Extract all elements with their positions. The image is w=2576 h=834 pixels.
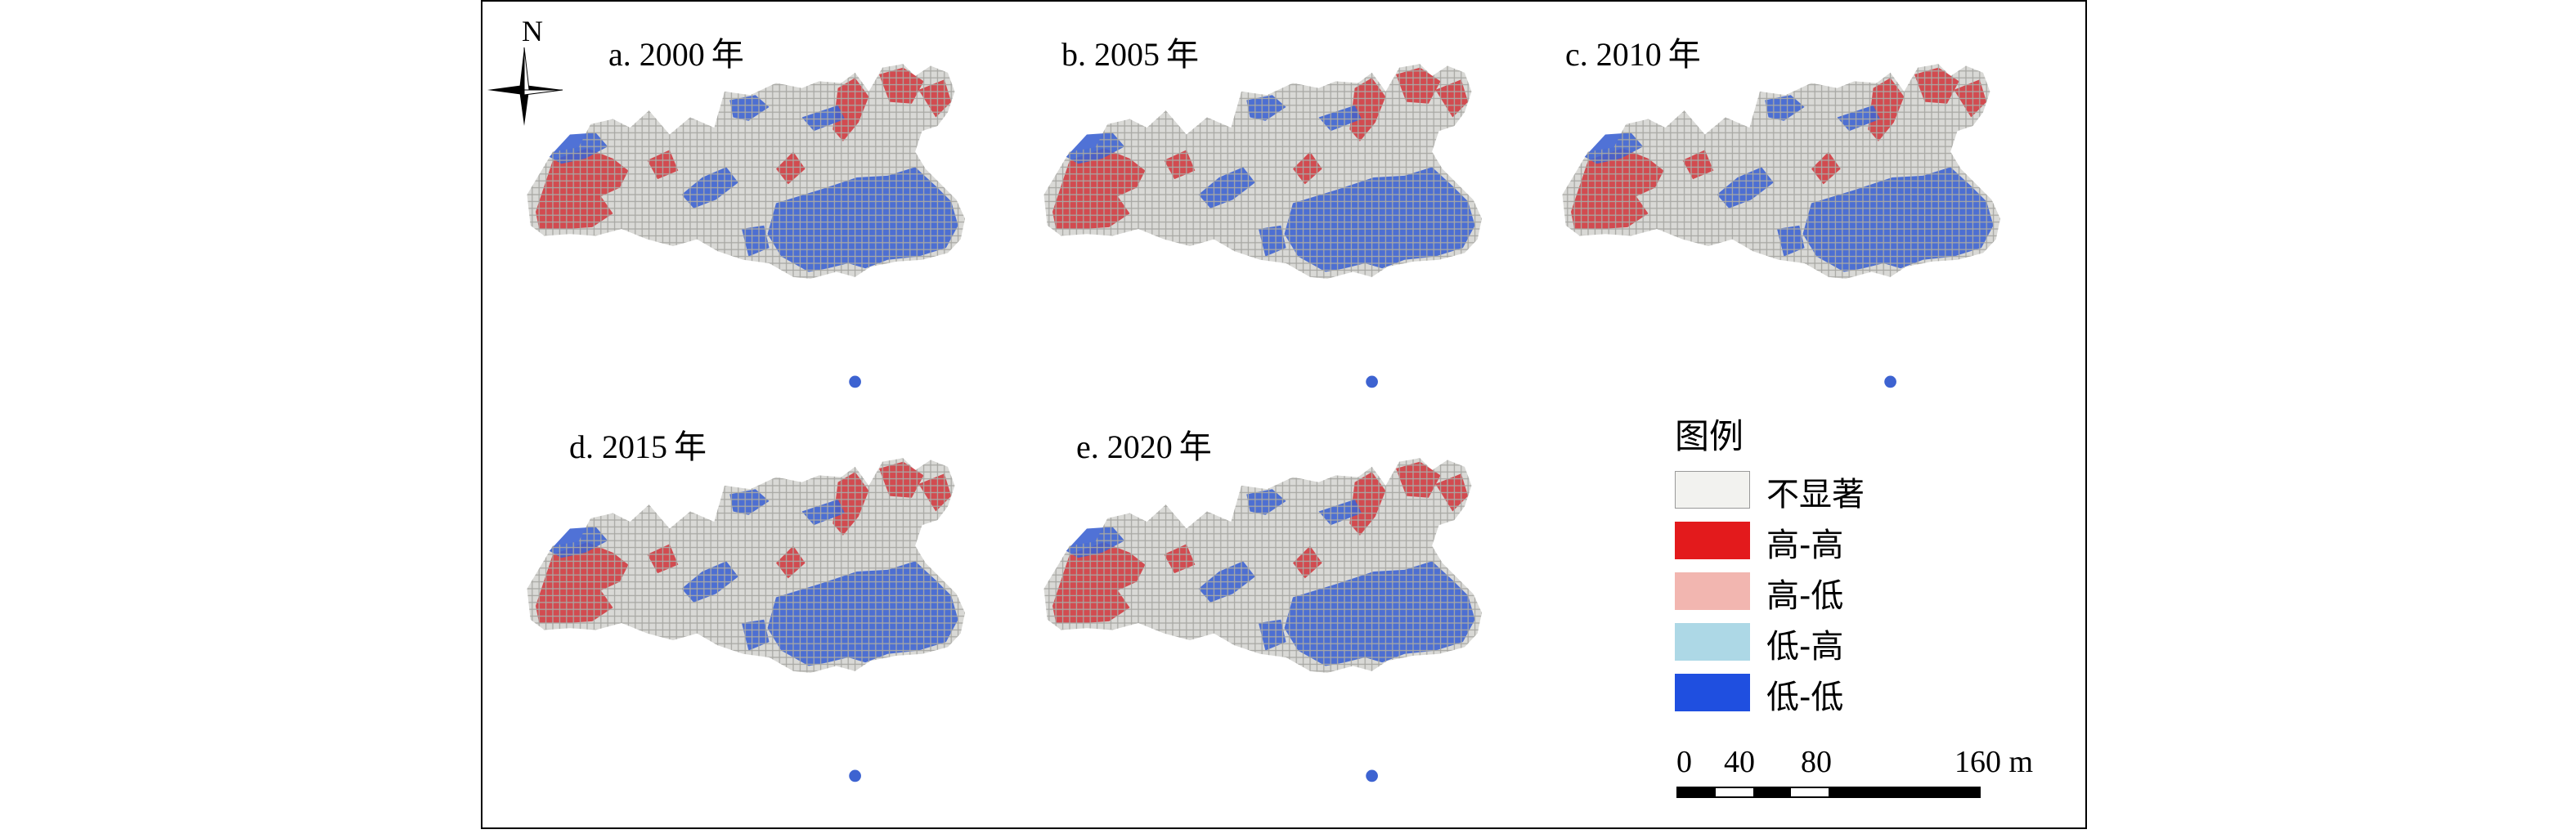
panel-label-a: a. 2000 年: [608, 36, 744, 74]
island: [1884, 375, 1896, 388]
scale-tick-label: 40: [1724, 745, 1755, 779]
north-arrow: N: [487, 11, 577, 134]
island: [849, 375, 861, 388]
legend-item-high-high: 高-高: [1675, 517, 1920, 566]
legend-swatch: [1675, 674, 1750, 711]
map-panel-c: [1562, 64, 2000, 388]
map-panel-d: [527, 458, 965, 782]
map-panel-b: [1043, 64, 1482, 388]
legend-swatch: [1675, 471, 1750, 509]
scale-tick-label: 160 m: [1954, 745, 2034, 779]
scale-tick-label: 80: [1801, 745, 1832, 779]
legend-label: 不显著: [1766, 476, 1865, 513]
legend-label: 高-高: [1766, 527, 1844, 564]
grid-overlay: [1043, 458, 1482, 673]
north-label: N: [522, 15, 543, 47]
legend-title: 图例: [1675, 416, 1744, 456]
panel-label-e: e. 2020 年: [1076, 428, 1212, 466]
north-arrow-icon: N: [487, 15, 563, 126]
legend-item-low-low: 低-低: [1675, 669, 1920, 718]
panel-label-d: d. 2015 年: [569, 428, 707, 466]
scale-tick-label: 0: [1676, 745, 1692, 779]
scale-bar: 0 40 80 160 m: [1676, 744, 2033, 801]
legend-item-not-significant: 不显著: [1675, 466, 1920, 515]
legend-label: 低-高: [1766, 628, 1844, 666]
legend-label: 高-低: [1766, 577, 1844, 615]
legend-swatch: [1675, 522, 1750, 559]
island: [1366, 375, 1378, 388]
legend-swatch: [1675, 572, 1750, 610]
panel-label-c: c. 2010 年: [1565, 36, 1701, 74]
grid-overlay: [1043, 64, 1482, 279]
map-panel-a: [527, 64, 965, 388]
island: [849, 769, 861, 782]
panel-label-b: b. 2005 年: [1061, 36, 1199, 74]
legend-label: 低-低: [1766, 679, 1844, 716]
grid-overlay: [527, 64, 965, 279]
grid-overlay: [527, 458, 965, 673]
grid-overlay: [1562, 64, 2000, 279]
island: [1366, 769, 1378, 782]
legend-swatch: [1675, 623, 1750, 661]
legend-item-high-low: 高-低: [1675, 567, 1920, 617]
legend-item-low-high: 低-高: [1675, 618, 1920, 667]
scale-bar-graphic: [1676, 787, 1981, 798]
map-panel-e: [1043, 458, 1482, 782]
